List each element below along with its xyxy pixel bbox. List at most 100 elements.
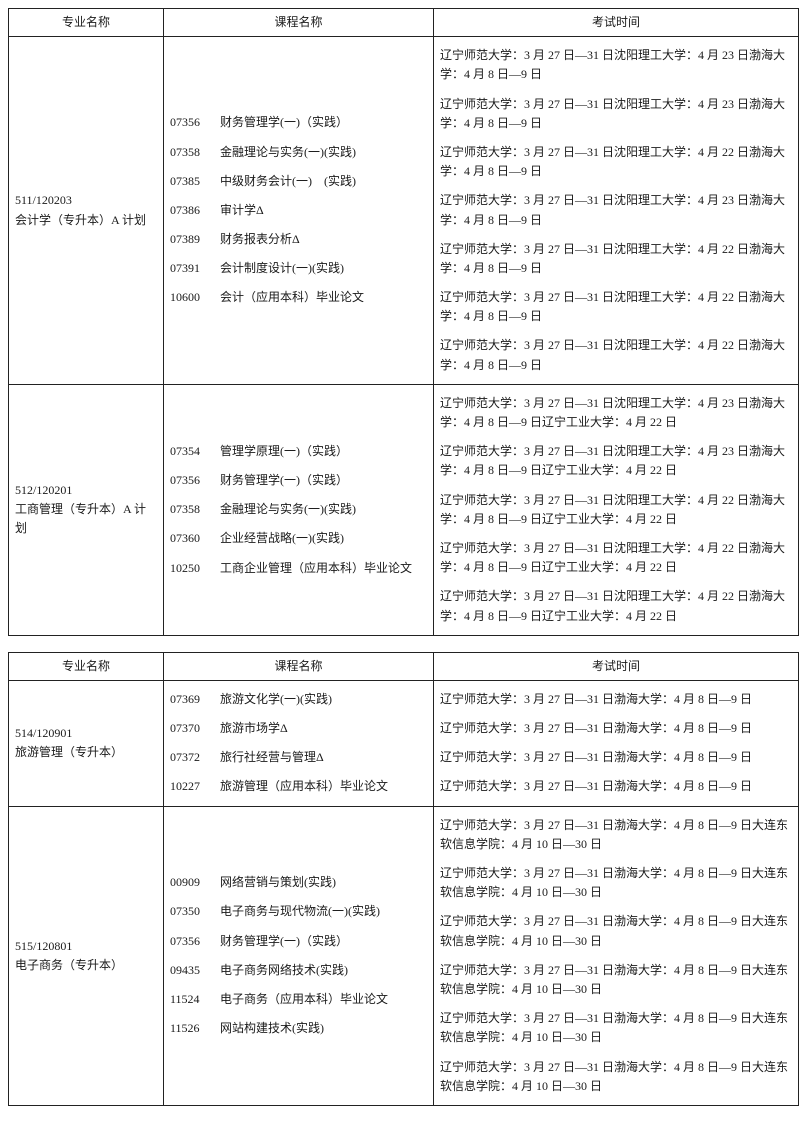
major-cell: 511/120203会计学（专升本）A 计划: [9, 37, 164, 385]
course-name: 财务管理学(一)（实践）: [218, 466, 427, 495]
time-cell: 辽宁师范大学：3 月 27 日—31 日渤海大学：4 月 8 日—9 日辽宁师范…: [434, 680, 799, 806]
exam-time: 辽宁师范大学：3 月 27 日—31 日渤海大学：4 月 8 日—9 日大连东软…: [440, 956, 792, 1004]
course-name: 工商企业管理（应用本科）毕业论文: [218, 554, 427, 583]
course-code: 07358: [170, 138, 218, 167]
exam-time: 辽宁师范大学：3 月 27 日—31 日沈阳理工大学：4 月 23 日渤海大学：…: [440, 186, 792, 234]
course-name: 会计（应用本科）毕业论文: [218, 283, 427, 312]
course-code: 07386: [170, 196, 218, 225]
course-code: 07356: [170, 927, 218, 956]
course-item: 07350电子商务与现代物流(一)(实践): [170, 897, 427, 926]
course-name: 财务报表分析Δ: [218, 225, 427, 254]
course-name: 中级财务会计(一) (实践): [218, 167, 427, 196]
major-code: 512/120201: [15, 481, 157, 500]
course-item: 07356财务管理学(一)（实践）: [170, 108, 427, 137]
header-major: 专业名称: [9, 9, 164, 37]
course-code: 07370: [170, 714, 218, 743]
exam-time: 辽宁师范大学：3 月 27 日—31 日沈阳理工大学：4 月 22 日渤海大学：…: [440, 534, 792, 582]
course-item: 07358金融理论与实务(一)(实践): [170, 495, 427, 524]
course-item: 00909网络营销与策划(实践): [170, 868, 427, 897]
course-item: 07356财务管理学(一)（实践）: [170, 927, 427, 956]
course-name: 旅游文化学(一)(实践): [218, 685, 427, 714]
course-cell: 07369旅游文化学(一)(实践)07370旅游市场学Δ07372旅行社经营与管…: [164, 680, 434, 806]
header-time: 考试时间: [434, 9, 799, 37]
header-major: 专业名称: [9, 652, 164, 680]
course-item: 11526网站构建技术(实践): [170, 1014, 427, 1043]
course-name: 企业经营战略(一)(实践): [218, 524, 427, 553]
time-cell: 辽宁师范大学：3 月 27 日—31 日渤海大学：4 月 8 日—9 日大连东软…: [434, 806, 799, 1105]
course-name: 网站构建技术(实践): [218, 1014, 427, 1043]
course-item: 07358金融理论与实务(一)(实践): [170, 138, 427, 167]
course-code: 07358: [170, 495, 218, 524]
table-row: 511/120203会计学（专升本）A 计划07356财务管理学(一)（实践）0…: [9, 37, 799, 385]
major-code: 511/120203: [15, 191, 157, 210]
course-item: 09435电子商务网络技术(实践): [170, 956, 427, 985]
time-cell: 辽宁师范大学：3 月 27 日—31 日沈阳理工大学：4 月 23 日渤海大学：…: [434, 37, 799, 385]
course-name: 金融理论与实务(一)(实践): [218, 495, 427, 524]
course-code: 07354: [170, 437, 218, 466]
major-name: 会计学（专升本）A 计划: [15, 211, 157, 230]
exam-time: 辽宁师范大学：3 月 27 日—31 日渤海大学：4 月 8 日—9 日: [440, 772, 792, 801]
course-cell: 07356财务管理学(一)（实践）07358金融理论与实务(一)(实践)0738…: [164, 37, 434, 385]
time-cell: 辽宁师范大学：3 月 27 日—31 日沈阳理工大学：4 月 23 日渤海大学：…: [434, 384, 799, 635]
course-code: 07391: [170, 254, 218, 283]
exam-time: 辽宁师范大学：3 月 27 日—31 日渤海大学：4 月 8 日—9 日大连东软…: [440, 859, 792, 907]
course-code: 07350: [170, 897, 218, 926]
course-item: 11524电子商务（应用本科）毕业论文: [170, 985, 427, 1014]
exam-time: 辽宁师范大学：3 月 27 日—31 日沈阳理工大学：4 月 23 日渤海大学：…: [440, 389, 792, 437]
major-code: 514/120901: [15, 724, 157, 743]
exam-time: 辽宁师范大学：3 月 27 日—31 日渤海大学：4 月 8 日—9 日大连东软…: [440, 1004, 792, 1052]
exam-time: 辽宁师范大学：3 月 27 日—31 日沈阳理工大学：4 月 22 日渤海大学：…: [440, 283, 792, 331]
course-code: 11526: [170, 1014, 218, 1043]
header-time: 考试时间: [434, 652, 799, 680]
course-name: 管理学原理(一)（实践）: [218, 437, 427, 466]
course-item: 10600会计（应用本科）毕业论文: [170, 283, 427, 312]
major-code: 515/120801: [15, 937, 157, 956]
course-code: 07372: [170, 743, 218, 772]
exam-time: 辽宁师范大学：3 月 27 日—31 日渤海大学：4 月 8 日—9 日大连东软…: [440, 907, 792, 955]
major-name: 旅游管理（专升本）: [15, 743, 157, 762]
exam-time: 辽宁师范大学：3 月 27 日—31 日沈阳理工大学：4 月 22 日渤海大学：…: [440, 138, 792, 186]
course-cell: 00909网络营销与策划(实践)07350电子商务与现代物流(一)(实践)073…: [164, 806, 434, 1105]
course-code: 07356: [170, 108, 218, 137]
exam-time: 辽宁师范大学：3 月 27 日—31 日沈阳理工大学：4 月 22 日渤海大学：…: [440, 582, 792, 630]
course-item: 07360企业经营战略(一)(实践): [170, 524, 427, 553]
course-name: 财务管理学(一)（实践）: [218, 108, 427, 137]
course-name: 财务管理学(一)（实践）: [218, 927, 427, 956]
course-item: 07354管理学原理(一)（实践）: [170, 437, 427, 466]
exam-time: 辽宁师范大学：3 月 27 日—31 日沈阳理工大学：4 月 23 日渤海大学：…: [440, 437, 792, 485]
course-code: 07369: [170, 685, 218, 714]
course-code: 09435: [170, 956, 218, 985]
course-name: 会计制度设计(一)(实践): [218, 254, 427, 283]
course-item: 07386审计学Δ: [170, 196, 427, 225]
course-code: 07356: [170, 466, 218, 495]
exam-time: 辽宁师范大学：3 月 27 日—31 日渤海大学：4 月 8 日—9 日: [440, 685, 792, 714]
header-course: 课程名称: [164, 9, 434, 37]
schedule-table: 专业名称课程名称考试时间511/120203会计学（专升本）A 计划07356财…: [8, 8, 799, 636]
exam-time: 辽宁师范大学：3 月 27 日—31 日沈阳理工大学：4 月 22 日渤海大学：…: [440, 331, 792, 379]
table-row: 515/120801电子商务（专升本）00909网络营销与策划(实践)07350…: [9, 806, 799, 1105]
major-cell: 515/120801电子商务（专升本）: [9, 806, 164, 1105]
table-row: 514/120901旅游管理（专升本）07369旅游文化学(一)(实践)0737…: [9, 680, 799, 806]
schedule-table: 专业名称课程名称考试时间514/120901旅游管理（专升本）07369旅游文化…: [8, 652, 799, 1106]
course-item: 07356财务管理学(一)（实践）: [170, 466, 427, 495]
course-item: 07370旅游市场学Δ: [170, 714, 427, 743]
course-code: 07360: [170, 524, 218, 553]
exam-time: 辽宁师范大学：3 月 27 日—31 日渤海大学：4 月 8 日—9 日: [440, 743, 792, 772]
course-item: 07372旅行社经营与管理Δ: [170, 743, 427, 772]
course-code: 11524: [170, 985, 218, 1014]
course-code: 00909: [170, 868, 218, 897]
exam-time: 辽宁师范大学：3 月 27 日—31 日渤海大学：4 月 8 日—9 日大连东软…: [440, 811, 792, 859]
course-name: 旅游市场学Δ: [218, 714, 427, 743]
course-code: 10227: [170, 772, 218, 801]
course-code: 07385: [170, 167, 218, 196]
major-name: 工商管理（专升本）A 计划: [15, 500, 157, 538]
course-item: 10227旅游管理（应用本科）毕业论文: [170, 772, 427, 801]
table-row: 512/120201工商管理（专升本）A 计划 07354管理学原理(一)（实践）…: [9, 384, 799, 635]
course-name: 电子商务网络技术(实践): [218, 956, 427, 985]
exam-time: 辽宁师范大学：3 月 27 日—31 日沈阳理工大学：4 月 23 日渤海大学：…: [440, 41, 792, 89]
exam-time: 辽宁师范大学：3 月 27 日—31 日沈阳理工大学：4 月 22 日渤海大学：…: [440, 235, 792, 283]
major-name: 电子商务（专升本）: [15, 956, 157, 975]
course-item: 10250工商企业管理（应用本科）毕业论文: [170, 554, 427, 583]
course-name: 电子商务（应用本科）毕业论文: [218, 985, 427, 1014]
course-name: 旅游管理（应用本科）毕业论文: [218, 772, 427, 801]
